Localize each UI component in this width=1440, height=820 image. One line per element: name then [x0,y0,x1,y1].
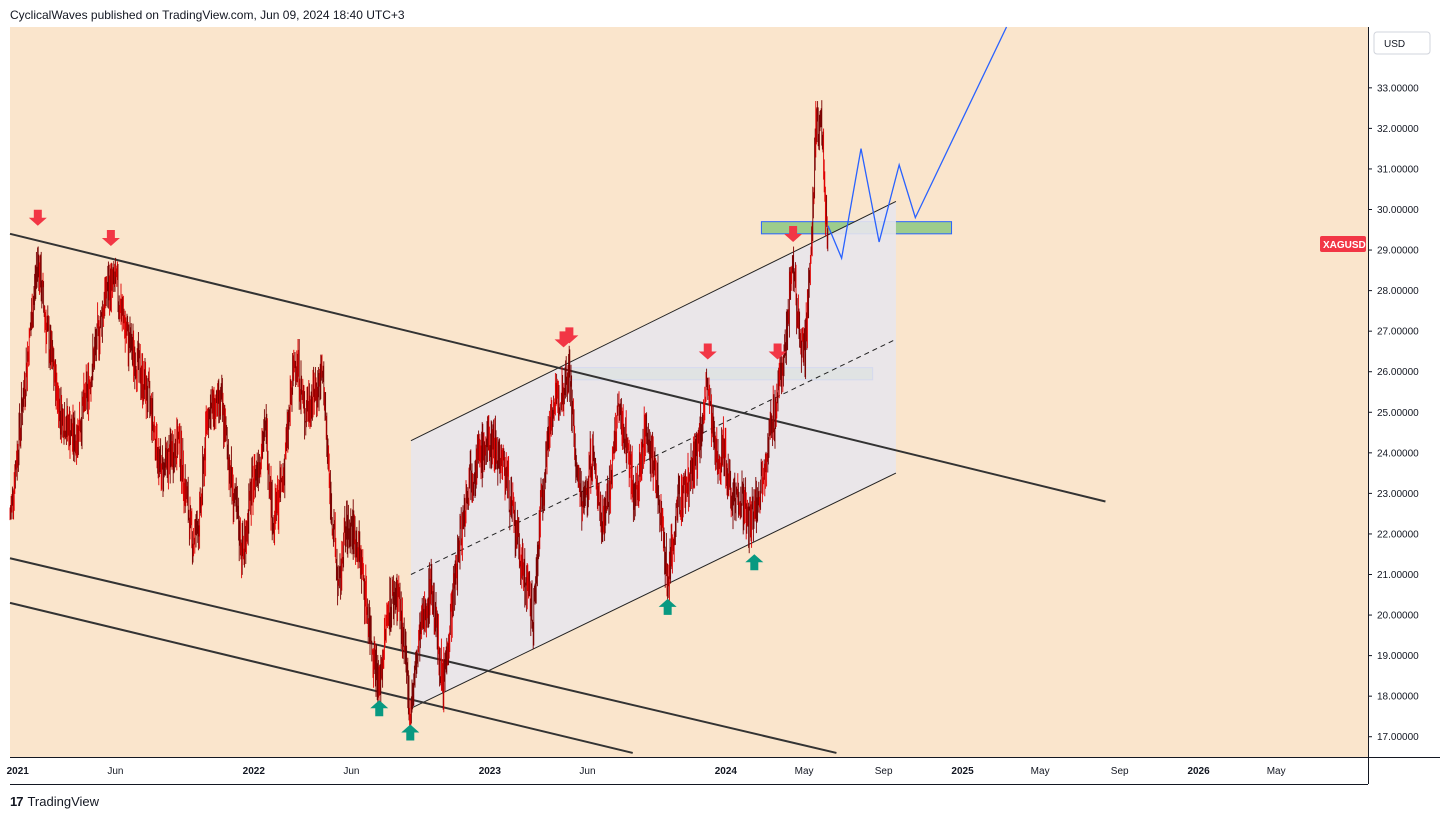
time-tick-label: Sep [875,766,893,777]
time-tick-label: 2025 [951,766,974,777]
time-tick-label: Sep [1111,766,1129,777]
symbol-badge: XAGUSD [1320,236,1366,252]
price-tick-label: 31.00000 [1377,164,1419,175]
price-tick-label: 32.00000 [1377,124,1419,135]
time-tick-label: 2021 [7,766,30,777]
candles-layer [9,100,829,733]
price-tick-label: 21.00000 [1377,570,1419,581]
time-tick-label: Jun [107,766,123,777]
price-tick-label: 28.00000 [1377,286,1419,297]
arrow-down-icon [560,327,579,344]
price-tick-label: 27.00000 [1377,327,1419,338]
time-tick-label: 2023 [479,766,502,777]
tradingview-logo-icon: 17 [10,794,24,809]
time-axis: 2021 Jun 2022 Jun 2023 Jun 2024 May Sep 2025 May Se… [7,766,1286,777]
time-tick-label: 2022 [243,766,266,777]
arrow-up-icon [401,724,420,741]
trendline-2 [9,557,837,754]
time-tick-label: Jun [579,766,595,777]
arrows-layer [28,209,803,741]
arrow-down-icon [28,209,47,226]
price-tick-label: 19.00000 [1377,651,1419,662]
price-tick-label: 33.00000 [1377,83,1419,94]
time-tick-label: May [1031,766,1050,777]
channel-lower-line [410,472,897,709]
time-tick-label: Jun [343,766,359,777]
price-tick-label: 25.00000 [1377,408,1419,419]
currency-button[interactable]: USD [1373,31,1431,55]
trendline-layer [9,232,1106,754]
time-tick-label: 2024 [715,766,738,777]
price-tick-label: 29.00000 [1377,246,1419,257]
publish-header: CyclicalWaves published on TradingView.c… [10,8,405,22]
price-tick-label: 30.00000 [1377,205,1419,216]
time-tick-label: May [795,766,814,777]
price-axis: 33.00000 32.00000 31.00000 30.00000 29.00000… [1368,83,1419,743]
currency-label: USD [1384,39,1405,50]
symbol-badge-label: XAGUSD [1323,240,1366,251]
price-tick-label: 18.00000 [1377,692,1419,703]
price-axis-area[interactable] [1368,27,1440,757]
arrow-down-icon [768,343,787,360]
price-tick-label: 26.00000 [1377,367,1419,378]
arrow-up-icon [745,554,764,571]
brand-name: TradingView [27,794,100,809]
arrow-down-icon [101,230,120,246]
price-tick-label: 24.00000 [1377,448,1419,459]
time-tick-label: May [1267,766,1286,777]
price-tick-label: 22.00000 [1377,529,1419,540]
projection-layer [827,26,1008,261]
trendline-3 [9,601,633,754]
footer-brand[interactable]: 17 TradingView [10,794,99,809]
arrow-down-icon [554,331,573,348]
trendline-1 [9,232,1106,503]
time-tick-label: 2026 [1187,766,1210,777]
projection-path [827,26,1008,261]
price-tick-label: 23.00000 [1377,489,1419,500]
channel-upper-line [410,200,897,442]
arrow-down-icon [698,343,717,360]
price-tick-label: 17.00000 [1377,732,1419,743]
arrow-up-icon [370,700,389,717]
arrow-up-icon [658,598,677,615]
arrow-down-icon [784,225,803,242]
price-tick-label: 20.00000 [1377,611,1419,622]
